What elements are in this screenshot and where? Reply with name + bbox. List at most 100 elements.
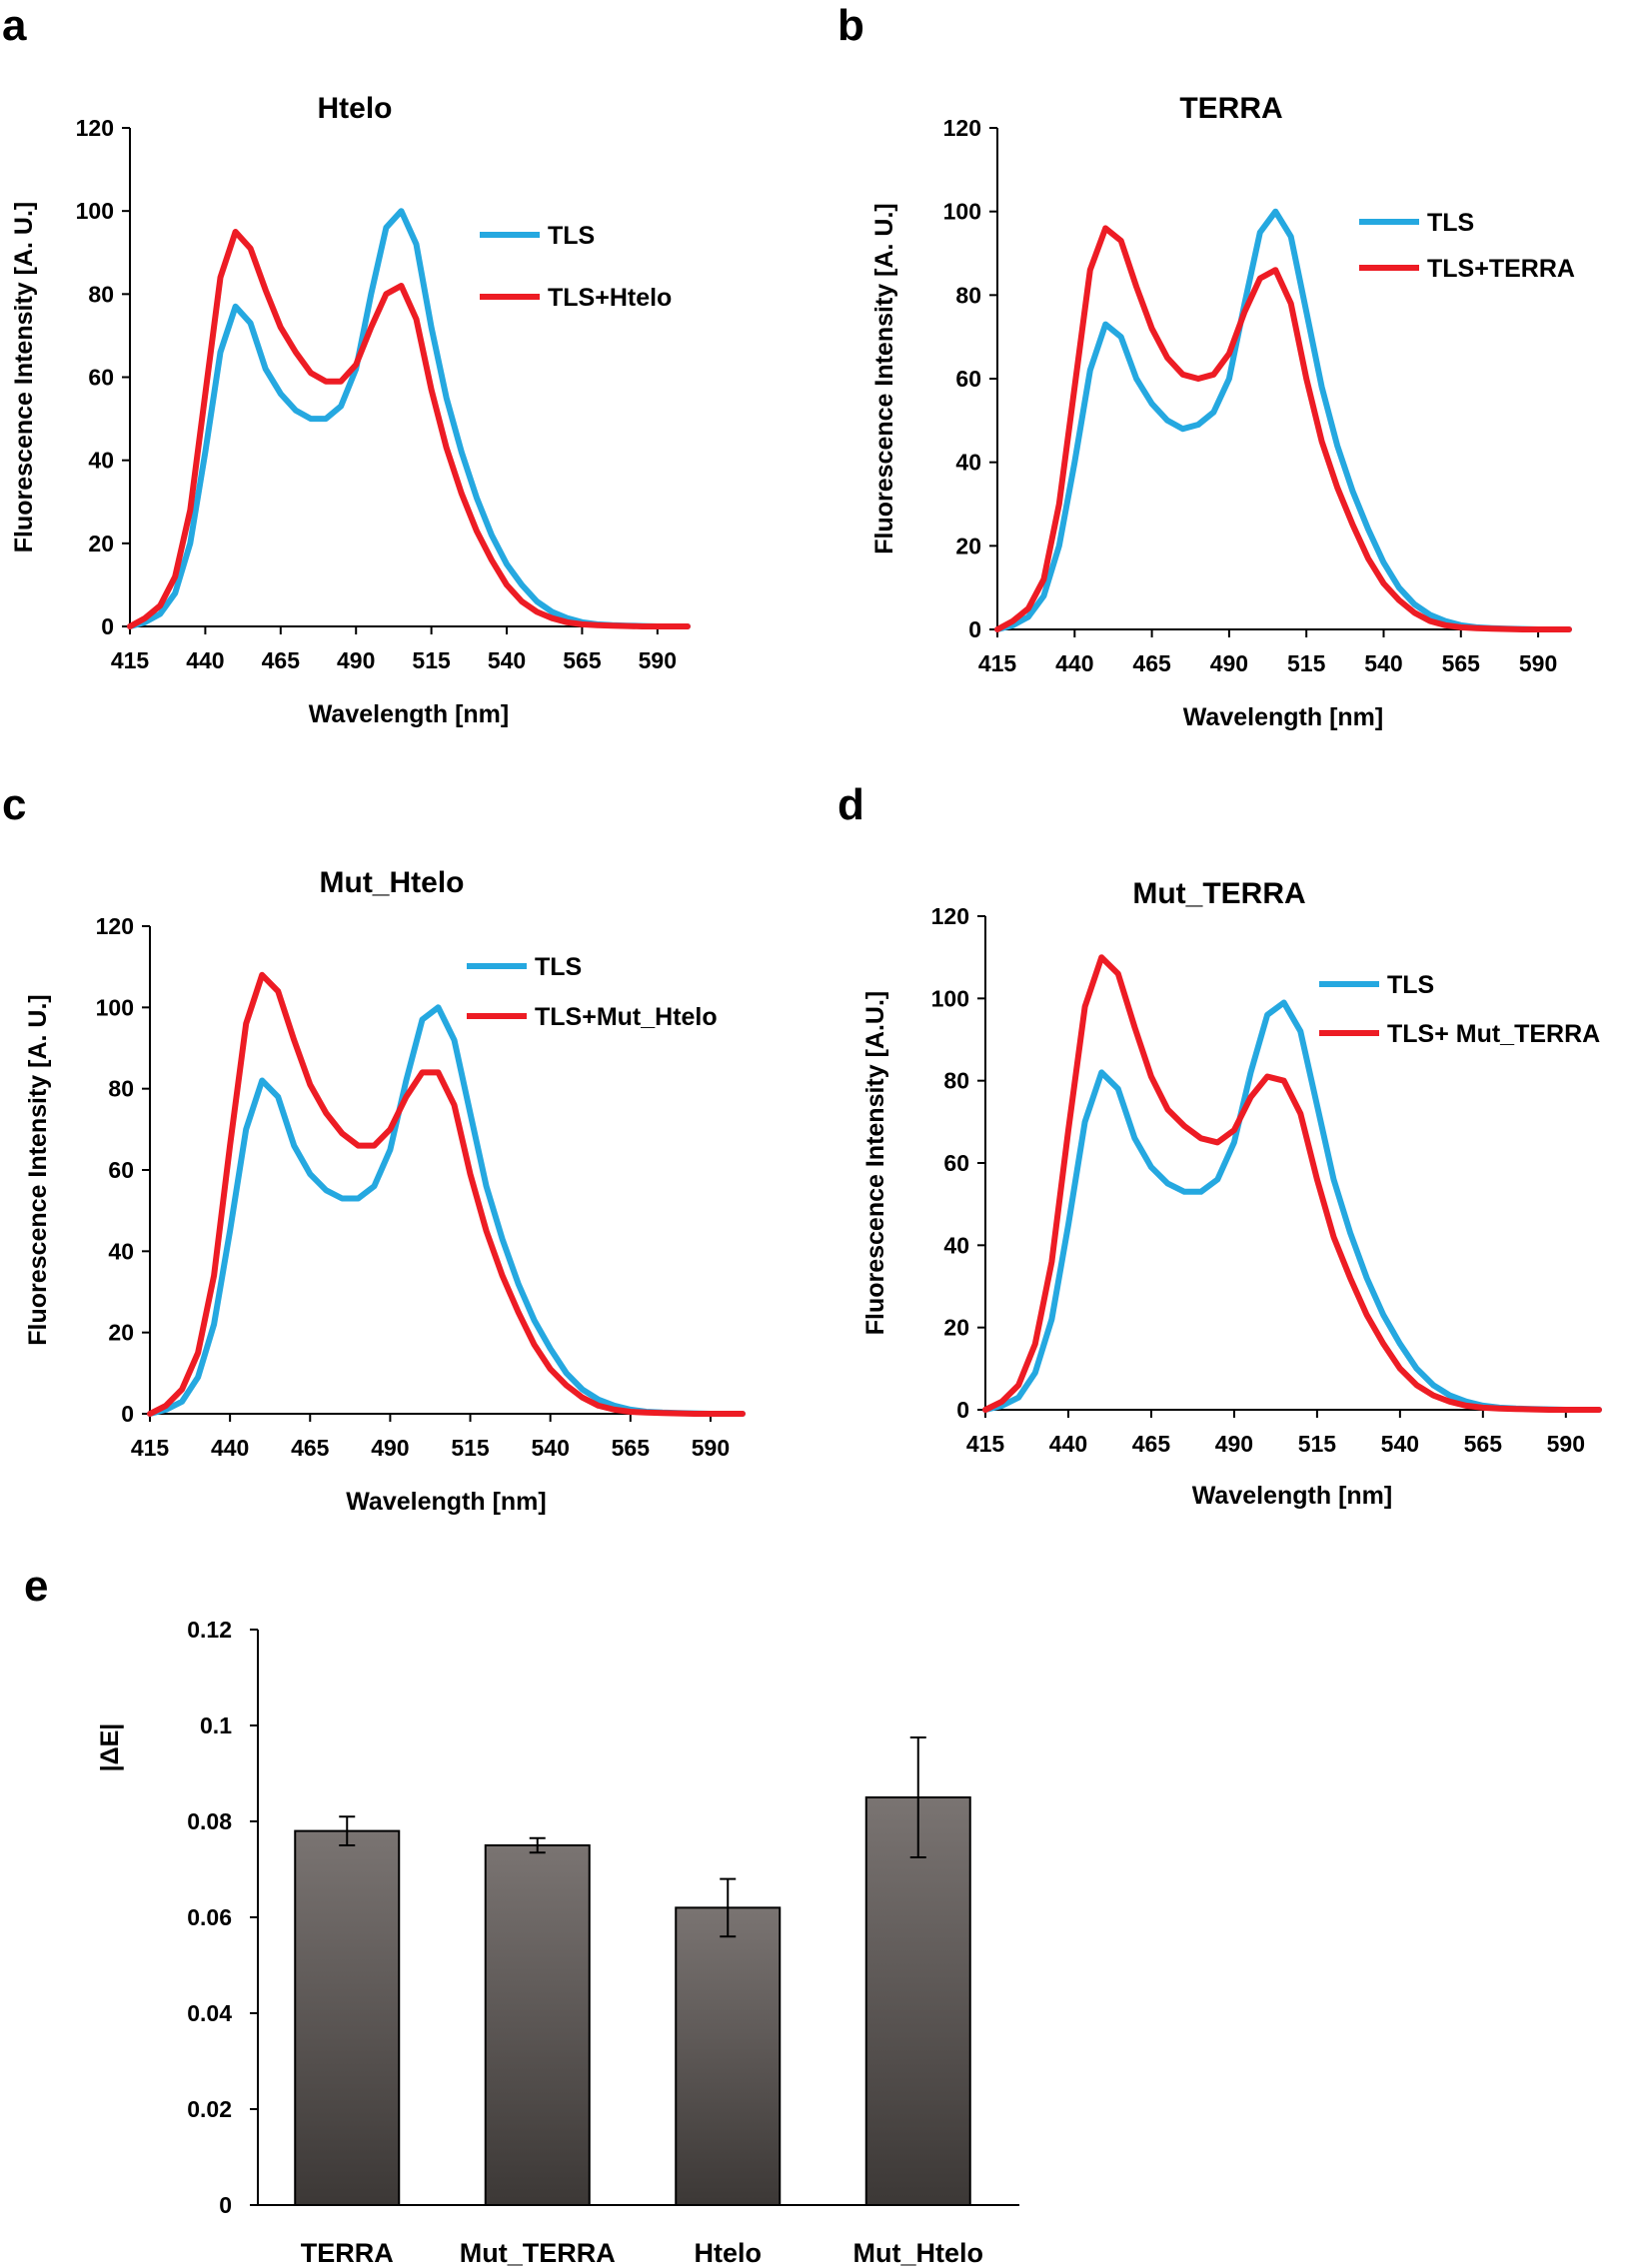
bar-mut-htelo bbox=[864, 1796, 971, 2206]
x-axis-label: Wavelength [nm] bbox=[309, 700, 509, 728]
x-tick-label: 515 bbox=[451, 1435, 490, 1461]
y-tick-label: 80 bbox=[943, 1068, 969, 1094]
panel-label-d: d bbox=[837, 780, 864, 829]
legend-label: TLS+TERRA bbox=[1427, 255, 1575, 283]
y-tick-label: 0.08 bbox=[187, 1808, 232, 1834]
chart-a: Htelo 0 20 40 60 80 100 120 415 440 465 490 515 540 56… bbox=[10, 92, 691, 728]
x-tick-label: 490 bbox=[337, 647, 375, 673]
category-label: Mut_TERRA bbox=[460, 2238, 616, 2268]
x-tick-label: 440 bbox=[211, 1435, 249, 1461]
x-tick-label: 490 bbox=[1215, 1431, 1253, 1457]
y-tick-label: 0.02 bbox=[187, 2096, 232, 2122]
y-tick-label: 100 bbox=[943, 199, 981, 225]
x-tick-label: 590 bbox=[1547, 1431, 1585, 1457]
y-tick-label: 40 bbox=[108, 1238, 134, 1264]
series-line-complex bbox=[982, 954, 1602, 1413]
x-tick-label: 440 bbox=[1049, 1431, 1087, 1457]
y-tick-label: 0 bbox=[101, 613, 114, 639]
chart-d: Mut_TERRA 0 20 40 60 80 100 120 415 440 465 490 515 5… bbox=[861, 877, 1602, 1510]
y-tick-label: 20 bbox=[88, 531, 114, 557]
x-tick-label: 415 bbox=[131, 1435, 170, 1461]
y-tick-label: 100 bbox=[96, 994, 134, 1020]
y-tick-label: 120 bbox=[96, 913, 134, 939]
y-tick-label: 100 bbox=[931, 985, 969, 1011]
y-tick-label: 60 bbox=[955, 366, 981, 392]
y-tick-label: 0.06 bbox=[187, 1904, 232, 1930]
y-axis-label: Fluorescence Intensity [A. U.] bbox=[10, 202, 38, 553]
y-axis-label: |ΔE| bbox=[96, 1723, 124, 1772]
y-tick-label: 60 bbox=[88, 365, 114, 391]
x-tick-label: 415 bbox=[978, 650, 1017, 676]
legend-label: TLS+Htelo bbox=[548, 284, 672, 312]
bar-htelo bbox=[675, 1906, 782, 2207]
y-tick-label: 100 bbox=[76, 198, 114, 224]
x-axis-label: Wavelength [nm] bbox=[1183, 703, 1383, 731]
y-tick-label: 0 bbox=[968, 616, 981, 642]
y-tick-label: 0 bbox=[121, 1401, 134, 1427]
legend-label: TLS bbox=[1427, 209, 1474, 237]
legend-label: TLS bbox=[1387, 971, 1434, 999]
y-tick-label: 60 bbox=[943, 1150, 969, 1176]
x-tick-label: 540 bbox=[1381, 1431, 1419, 1457]
chart-c: Mut_Htelo 0 20 40 60 80 100 120 415 440 465 490 515 5… bbox=[24, 866, 746, 1516]
chart-title: TERRA bbox=[1179, 92, 1282, 125]
y-tick-label: 120 bbox=[943, 115, 981, 141]
y-tick-label: 20 bbox=[955, 533, 981, 559]
y-tick-label: 40 bbox=[943, 1232, 969, 1258]
x-tick-label: 465 bbox=[1132, 650, 1171, 676]
chart-b: TERRA 0 20 40 60 80 100 120 415 440 465 490 515 540 56… bbox=[870, 92, 1575, 731]
chart-title: Mut_TERRA bbox=[1132, 877, 1305, 910]
series-line-complex bbox=[127, 229, 691, 629]
x-tick-label: 590 bbox=[639, 647, 677, 673]
legend-label: TLS bbox=[535, 953, 582, 981]
x-tick-label: 490 bbox=[371, 1435, 409, 1461]
x-tick-label: 540 bbox=[531, 1435, 569, 1461]
y-tick-label: 120 bbox=[931, 903, 969, 929]
x-tick-label: 590 bbox=[692, 1435, 730, 1461]
series-line-tls bbox=[127, 208, 691, 629]
category-label: TERRA bbox=[301, 2238, 394, 2268]
x-tick-label: 515 bbox=[1287, 650, 1326, 676]
series-line-complex bbox=[994, 225, 1572, 632]
y-tick-label: 40 bbox=[88, 448, 114, 474]
y-axis-label: Fluorescence Intensity [A. U.] bbox=[24, 994, 52, 1345]
y-tick-label: 0 bbox=[219, 2192, 232, 2218]
x-tick-label: 440 bbox=[1055, 650, 1093, 676]
y-tick-label: 80 bbox=[955, 282, 981, 308]
x-tick-label: 465 bbox=[1132, 1431, 1171, 1457]
panel-label-c: c bbox=[2, 780, 26, 829]
y-tick-label: 20 bbox=[108, 1320, 134, 1346]
legend-label: TLS bbox=[548, 222, 595, 250]
x-tick-label: 565 bbox=[1464, 1431, 1503, 1457]
y-tick-label: 0.12 bbox=[187, 1617, 232, 1643]
chart-e: 0 0.02 0.04 0.06 0.08 0.1 0.12 |ΔE| TERRA Mut_TER… bbox=[96, 1617, 1019, 2268]
x-tick-label: 565 bbox=[612, 1435, 651, 1461]
legend-label: TLS+ Mut_TERRA bbox=[1387, 1020, 1600, 1048]
y-axis-label: Fluorescence Intensity [A. U.] bbox=[870, 203, 898, 554]
y-tick-label: 0 bbox=[956, 1397, 969, 1423]
y-tick-label: 0.04 bbox=[187, 2000, 232, 2026]
x-axis-label: Wavelength [nm] bbox=[346, 1488, 546, 1516]
panel-label-e: e bbox=[24, 1562, 48, 1611]
x-tick-label: 540 bbox=[488, 647, 526, 673]
legend-label: TLS+Mut_Htelo bbox=[535, 1003, 718, 1031]
y-tick-label: 80 bbox=[108, 1076, 134, 1102]
x-tick-label: 440 bbox=[186, 647, 224, 673]
x-tick-label: 415 bbox=[966, 1431, 1005, 1457]
y-tick-label: 60 bbox=[108, 1157, 134, 1183]
y-tick-label: 80 bbox=[88, 281, 114, 307]
x-tick-label: 515 bbox=[1298, 1431, 1337, 1457]
category-label: Htelo bbox=[695, 2238, 763, 2268]
y-tick-label: 120 bbox=[76, 115, 114, 141]
chart-title: Htelo bbox=[318, 92, 393, 125]
y-tick-label: 0.1 bbox=[200, 1712, 232, 1738]
category-label: Mut_Htelo bbox=[853, 2238, 984, 2268]
x-tick-label: 565 bbox=[1442, 650, 1481, 676]
y-tick-label: 20 bbox=[943, 1315, 969, 1341]
x-tick-label: 465 bbox=[262, 647, 301, 673]
bar-terra bbox=[294, 1829, 401, 2206]
y-axis-label: Fluorescence Intensity [A.U.] bbox=[861, 991, 889, 1336]
x-tick-label: 590 bbox=[1519, 650, 1557, 676]
x-tick-label: 465 bbox=[291, 1435, 330, 1461]
